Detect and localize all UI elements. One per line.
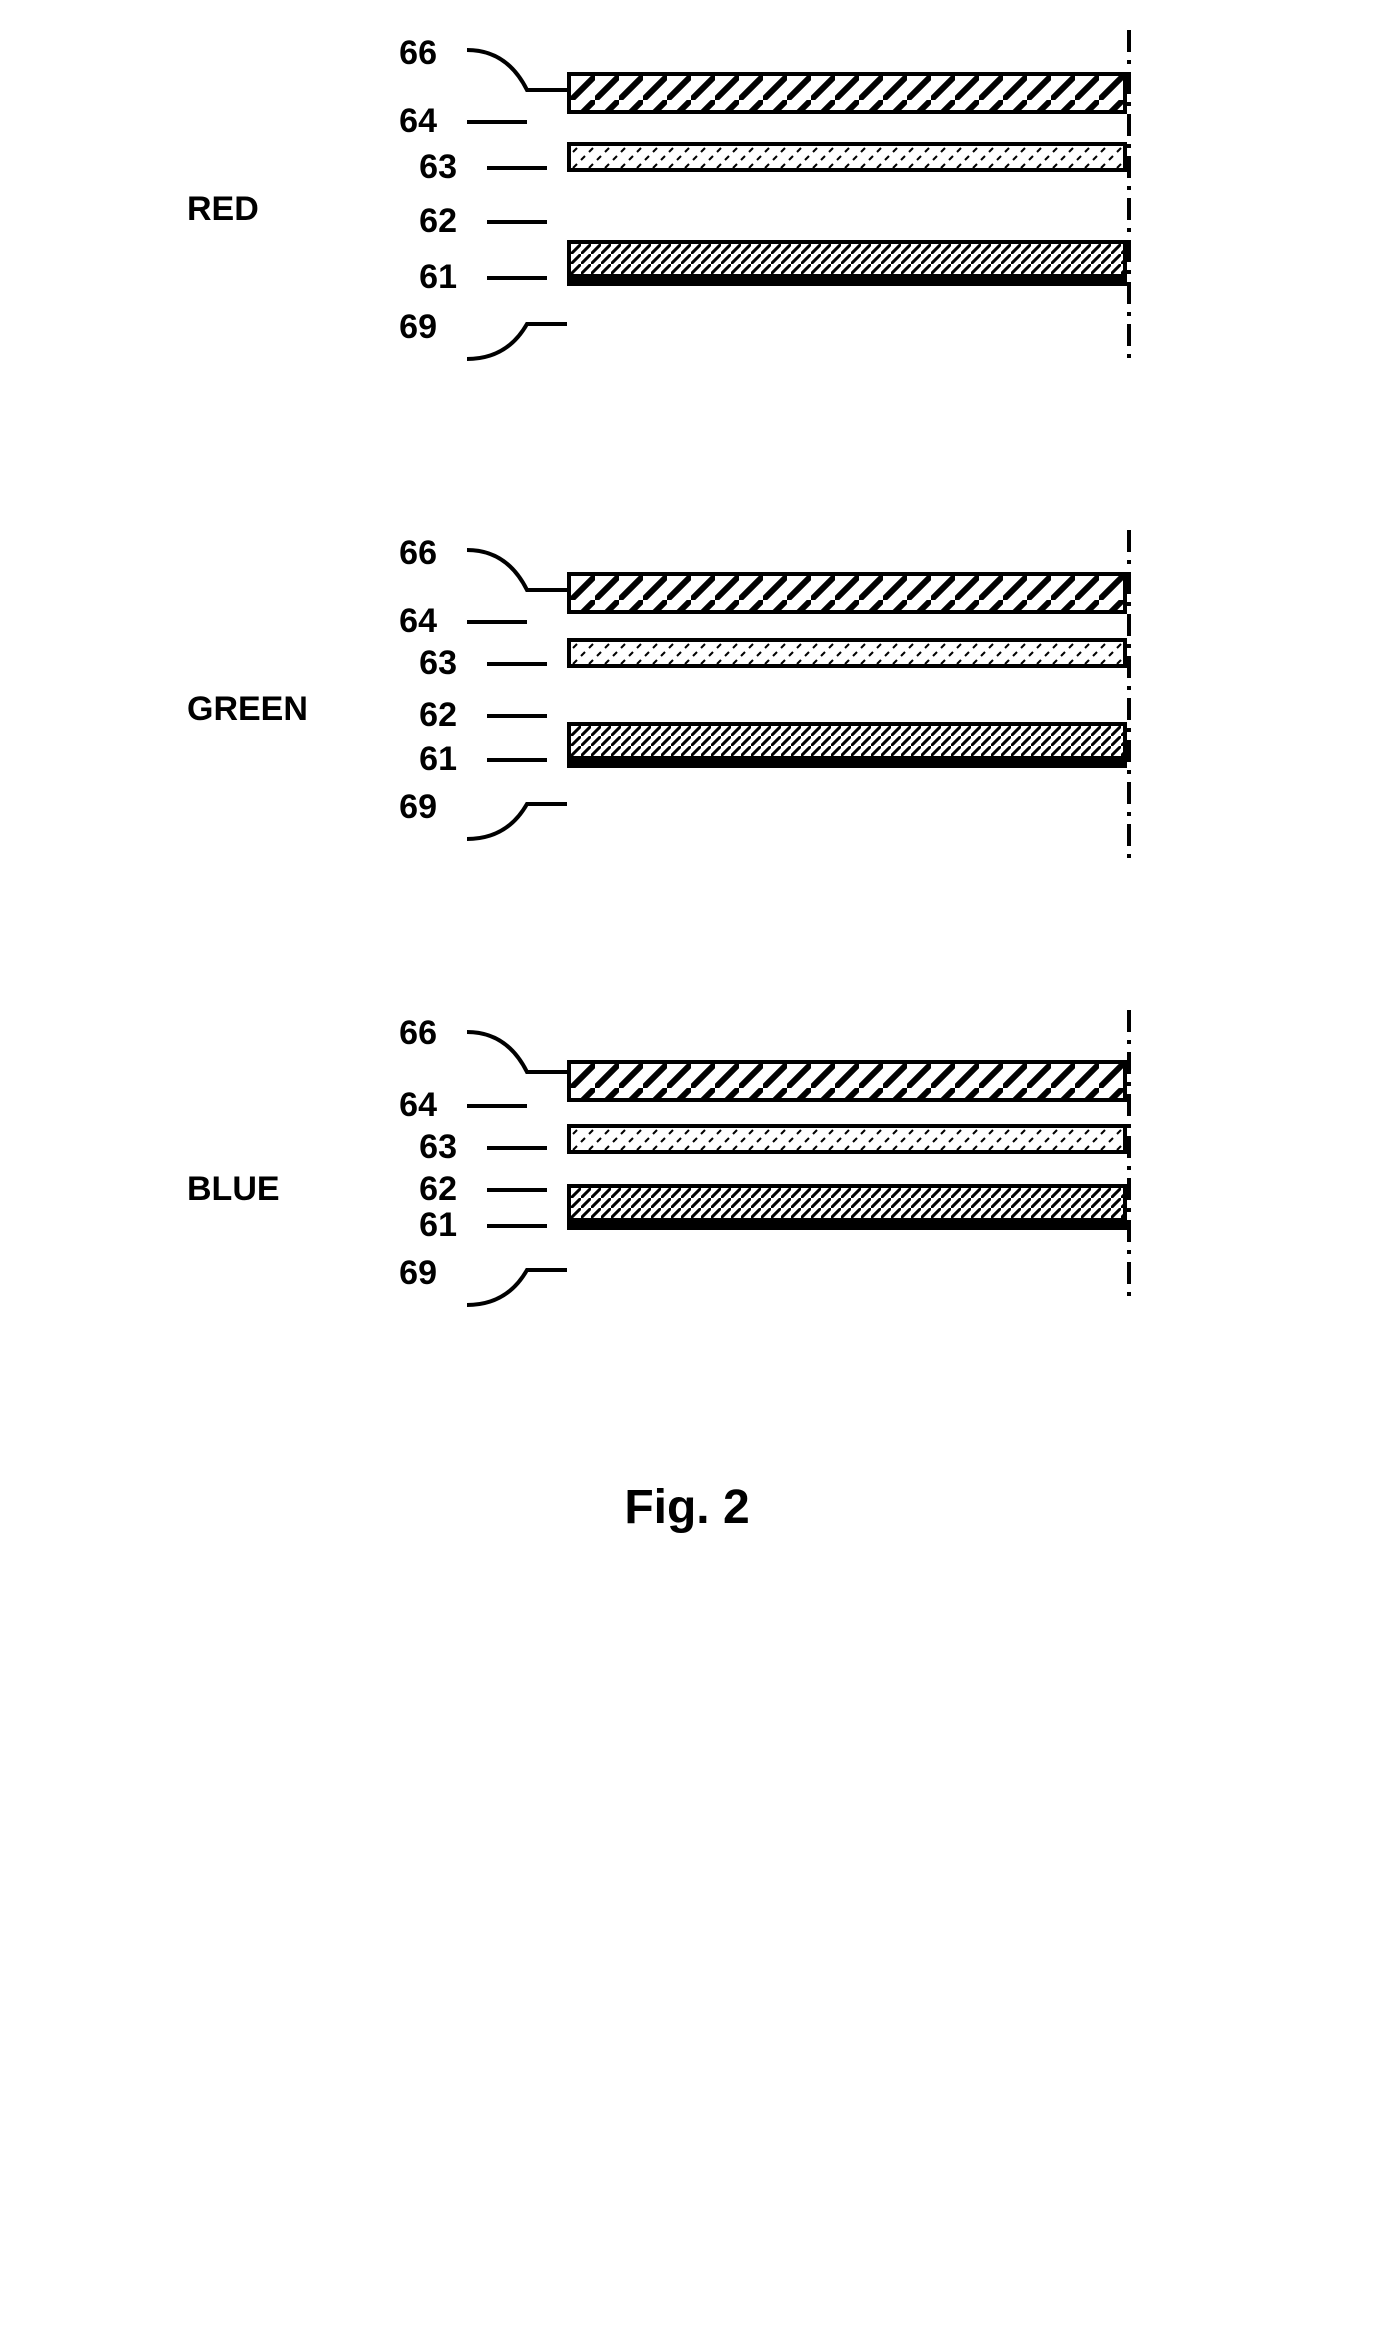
- layer-stack: [567, 40, 1127, 400]
- layer-bar-66: [567, 72, 1127, 114]
- layer-bar-69: [567, 760, 1127, 768]
- leader-curve: [467, 1022, 587, 1082]
- layer-number-62: 62: [387, 202, 457, 241]
- figure-caption: Fig. 2: [187, 1480, 1187, 1535]
- layer-stack: [567, 1020, 1127, 1340]
- layer-bar-63: [567, 638, 1127, 668]
- leader-curve: [467, 794, 587, 854]
- section-red: RED666463626169: [187, 40, 1187, 400]
- section-blue: BLUE666463626169: [187, 1020, 1187, 1340]
- layer-bar-69: [567, 278, 1127, 286]
- layer-number-63: 63: [387, 1128, 457, 1167]
- leader-line: [487, 714, 547, 718]
- layer-bar-66: [567, 1060, 1127, 1102]
- layer-number-63: 63: [387, 148, 457, 187]
- layer-number-69: 69: [367, 788, 437, 827]
- layer-bar-61: [567, 1184, 1127, 1222]
- leader-curve: [467, 40, 587, 100]
- layer-number-64: 64: [367, 602, 437, 641]
- layer-bar-63: [567, 1124, 1127, 1154]
- color-label: RED: [187, 190, 259, 229]
- leader-line: [487, 276, 547, 280]
- layer-number-66: 66: [367, 1014, 437, 1053]
- leader-curve: [467, 314, 587, 374]
- layer-number-64: 64: [367, 1086, 437, 1125]
- layer-bar-63: [567, 142, 1127, 172]
- layer-number-61: 61: [387, 740, 457, 779]
- color-label: BLUE: [187, 1170, 280, 1209]
- layer-number-69: 69: [367, 1254, 437, 1293]
- layer-bar-61: [567, 722, 1127, 760]
- section-green: GREEN666463626169: [187, 540, 1187, 880]
- leader-line: [487, 1224, 547, 1228]
- leader-line: [467, 1104, 527, 1108]
- leader-line: [487, 220, 547, 224]
- layer-number-61: 61: [387, 258, 457, 297]
- layer-number-62: 62: [387, 1170, 457, 1209]
- layer-number-62: 62: [387, 696, 457, 735]
- leader-line: [487, 1146, 547, 1150]
- color-label: GREEN: [187, 690, 308, 729]
- layer-number-64: 64: [367, 102, 437, 141]
- leader-line: [467, 120, 527, 124]
- leader-line: [487, 758, 547, 762]
- layer-bar-66: [567, 572, 1127, 614]
- leader-curve: [467, 1260, 587, 1320]
- leader-line: [487, 166, 547, 170]
- layer-bar-61: [567, 240, 1127, 278]
- layer-bar-69: [567, 1222, 1127, 1230]
- layer-number-66: 66: [367, 534, 437, 573]
- layer-number-63: 63: [387, 644, 457, 683]
- layer-number-66: 66: [367, 34, 437, 73]
- leader-line: [487, 1188, 547, 1192]
- layer-number-61: 61: [387, 1206, 457, 1245]
- layer-stack: [567, 540, 1127, 880]
- leader-line: [467, 620, 527, 624]
- layer-number-69: 69: [367, 308, 437, 347]
- leader-curve: [467, 540, 587, 600]
- figure-2: RED666463626169GREEN666463626169BLUE6664…: [187, 40, 1187, 1535]
- leader-line: [487, 662, 547, 666]
